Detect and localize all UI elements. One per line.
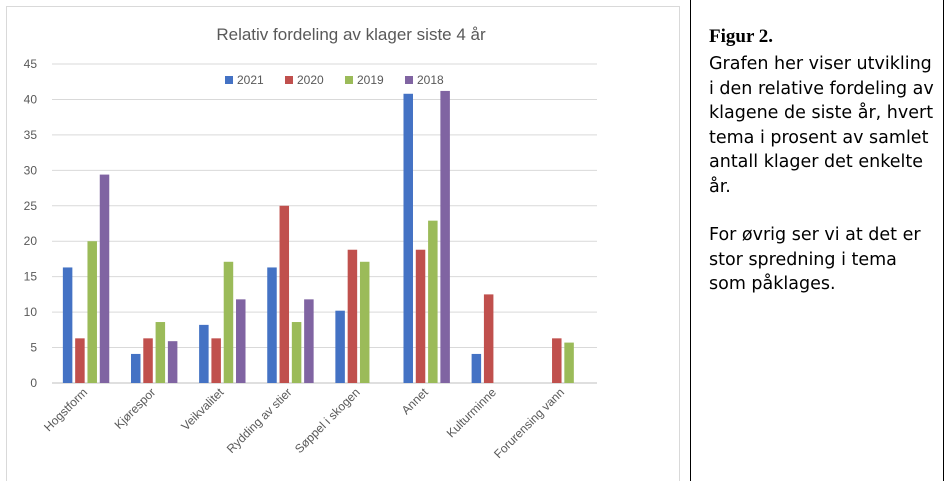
- y-tick-label: 35: [24, 128, 38, 142]
- caption-paragraph-2: For øvrig ser vi at det er stor sprednin…: [709, 225, 921, 294]
- x-tick-label: Hogstform: [41, 385, 90, 434]
- x-tick-label: Søppel i skogen: [292, 385, 363, 456]
- bar: [471, 353, 482, 383]
- x-tick-label: Forurensing vann: [491, 385, 567, 461]
- bar: [347, 249, 358, 383]
- bar: [483, 294, 494, 383]
- x-tick-label: Kulturminne: [444, 385, 499, 440]
- legend-swatch: [345, 76, 353, 84]
- bar-chart: Relativ fordeling av klager siste 4 år 0…: [24, 25, 597, 461]
- chart-title: Relativ fordeling av klager siste 4 år: [216, 25, 486, 44]
- x-tick-label: Rydding av stier: [224, 385, 295, 456]
- bar: [87, 241, 97, 383]
- caption-title: Figur 2.: [709, 26, 774, 47]
- bar: [564, 342, 574, 383]
- bar: [428, 220, 438, 383]
- y-tick-label: 5: [30, 341, 37, 355]
- legend-label: 2020: [297, 73, 324, 87]
- bar: [304, 299, 314, 383]
- y-tick-label: 15: [24, 270, 38, 284]
- x-tick-label: Kjørespor: [112, 385, 159, 432]
- bars: [62, 90, 574, 384]
- bar: [99, 174, 110, 383]
- y-axis: 0 5 10 15 20 25 30 35 40 45: [24, 57, 38, 390]
- bar: [211, 338, 221, 383]
- bar: [199, 324, 209, 383]
- gridlines: [52, 63, 597, 384]
- bar: [415, 249, 426, 383]
- bar: [62, 267, 73, 383]
- chart-panel: Relativ fordeling av klager siste 4 år 0…: [6, 6, 680, 481]
- y-tick-label: 45: [24, 57, 38, 71]
- legend-label: 2019: [357, 73, 384, 87]
- bar: [75, 338, 85, 383]
- caption-paragraph-1: Grafen her viser utvikling i den relativ…: [709, 54, 934, 197]
- bar: [267, 267, 277, 383]
- legend-swatch: [225, 76, 233, 84]
- y-tick-label: 30: [24, 163, 38, 177]
- bar: [279, 205, 290, 383]
- y-tick-label: 40: [24, 92, 38, 106]
- bar: [143, 338, 153, 383]
- legend-swatch: [405, 76, 413, 84]
- bar: [440, 90, 450, 383]
- y-tick-label: 25: [24, 199, 38, 213]
- bar: [552, 338, 562, 383]
- y-tick-label: 10: [24, 305, 38, 319]
- legend-label: 2021: [237, 73, 264, 87]
- legend: 2021 2020 2019 2018: [225, 73, 444, 87]
- figure-caption: Figur 2. Grafen her viser utvikling i de…: [690, 0, 944, 481]
- bar: [359, 261, 370, 383]
- bar: [291, 322, 302, 383]
- bar: [223, 261, 234, 383]
- bar: [335, 310, 345, 383]
- y-tick-label: 20: [24, 234, 38, 248]
- caption-spacer: [709, 199, 943, 223]
- y-tick-label: 0: [30, 376, 37, 390]
- x-tick-label: Veikvalitet: [178, 385, 227, 434]
- bar: [155, 322, 166, 383]
- bar: [236, 299, 246, 383]
- bar: [130, 353, 141, 383]
- legend-label: 2018: [417, 73, 444, 87]
- bar: [403, 93, 413, 384]
- legend-swatch: [285, 76, 293, 84]
- x-tick-label: Annet: [399, 385, 432, 418]
- bar: [167, 341, 178, 383]
